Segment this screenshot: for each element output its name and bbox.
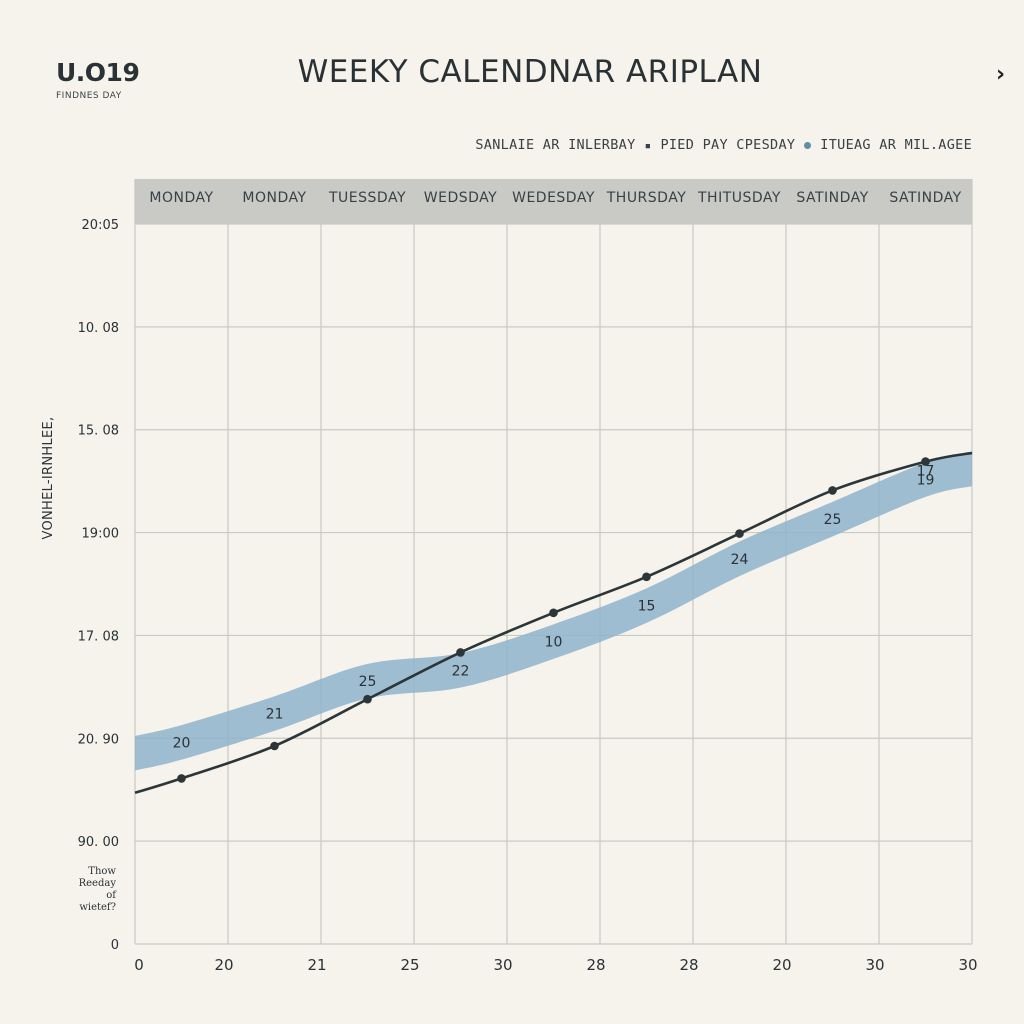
legend-item-2[interactable]: PIED PAY CPESDAY <box>660 137 796 153</box>
line-series-point <box>549 608 558 618</box>
legend-dot-icon <box>804 141 812 149</box>
x-tick-label: 30 <box>493 956 512 974</box>
chevron-right-icon[interactable]: › <box>996 62 1006 87</box>
legend-marker-square-icon: ▪ <box>644 138 652 152</box>
brand-subtitle: FINDNES DAY <box>56 91 122 101</box>
y-tick-label: 19:00 <box>82 527 119 542</box>
y-tick-label: 0 <box>111 938 119 953</box>
legend-item-3[interactable]: ITUEAG AR MIL.AGEE <box>820 137 972 153</box>
page-title: WEEKY CALENDNAR ARIPLAN <box>297 54 763 90</box>
note-line: of <box>106 890 116 901</box>
day-header-6: THURSDAY <box>606 190 687 206</box>
line-series-point <box>177 774 186 783</box>
band-data-label: 20 <box>173 735 191 751</box>
day-header-band <box>135 179 972 224</box>
x-tick-label: 0 <box>134 956 144 974</box>
y-tick-label: 15. 08 <box>78 424 119 439</box>
y-tick-label: 20:05 <box>82 218 119 233</box>
band-data-label: 19 <box>917 473 935 489</box>
y-tick-label: 90. 00 <box>78 835 119 850</box>
line-series-point <box>828 486 837 495</box>
day-header-7: THITUSDAY <box>697 190 781 206</box>
day-header-1: MONDAY <box>149 190 213 206</box>
x-tick-label: 20 <box>214 956 233 974</box>
band-data-label: 25 <box>824 512 842 528</box>
note-line: Reeday <box>78 878 116 889</box>
day-header-5: WEDESDAY <box>512 190 595 206</box>
line-series-point <box>735 529 744 538</box>
axis-note: Thow Reeday of wietef? <box>60 866 116 914</box>
line-series-point <box>642 572 651 582</box>
day-header-4: WEDSDAY <box>424 190 497 206</box>
x-tick-label: 30 <box>865 956 884 974</box>
x-tick-label: 30 <box>958 956 977 974</box>
line-series-point <box>456 648 465 657</box>
line-data-label: 17 <box>917 464 935 480</box>
band-data-label: 22 <box>452 663 470 679</box>
y-axis-label: VONHEL-IRNHLEE, <box>41 417 56 540</box>
x-tick-label: 25 <box>400 956 419 974</box>
legend: SANLAIE AR INLERBAY ▪ PIED PAY CPESDAY I… <box>475 137 972 153</box>
day-header-2: MONDAY <box>242 190 306 206</box>
line-series-point <box>270 741 279 751</box>
x-tick-label: 28 <box>679 956 698 974</box>
band-data-label: 10 <box>545 635 563 651</box>
brand-code: U.O19 <box>56 58 140 87</box>
day-header-8: SATINDAY <box>796 190 868 206</box>
day-header-9: SATINDAY <box>889 190 961 206</box>
line-series-point <box>921 457 930 466</box>
note-line: wietef? <box>79 902 116 913</box>
y-tick-label: 10. 08 <box>78 321 119 336</box>
band-series-area <box>135 451 972 771</box>
band-data-label: 21 <box>266 707 284 723</box>
band-data-label: 24 <box>731 552 749 568</box>
brand: U.O19 FINDNES DAY <box>56 58 140 101</box>
y-tick-label: 20. 90 <box>78 732 119 747</box>
note-line: Thow <box>88 866 116 877</box>
legend-item-1[interactable]: SANLAIE AR INLERBAY <box>475 137 636 153</box>
band-data-label: 15 <box>638 599 656 615</box>
day-header-3: TUESSDAY <box>328 190 406 206</box>
y-tick-label: 17. 08 <box>78 629 119 644</box>
band-data-label: 25 <box>359 674 377 690</box>
line-series-point <box>363 694 372 704</box>
x-tick-label: 28 <box>586 956 605 974</box>
x-tick-label: 20 <box>772 956 791 974</box>
x-tick-label: 21 <box>307 956 326 974</box>
